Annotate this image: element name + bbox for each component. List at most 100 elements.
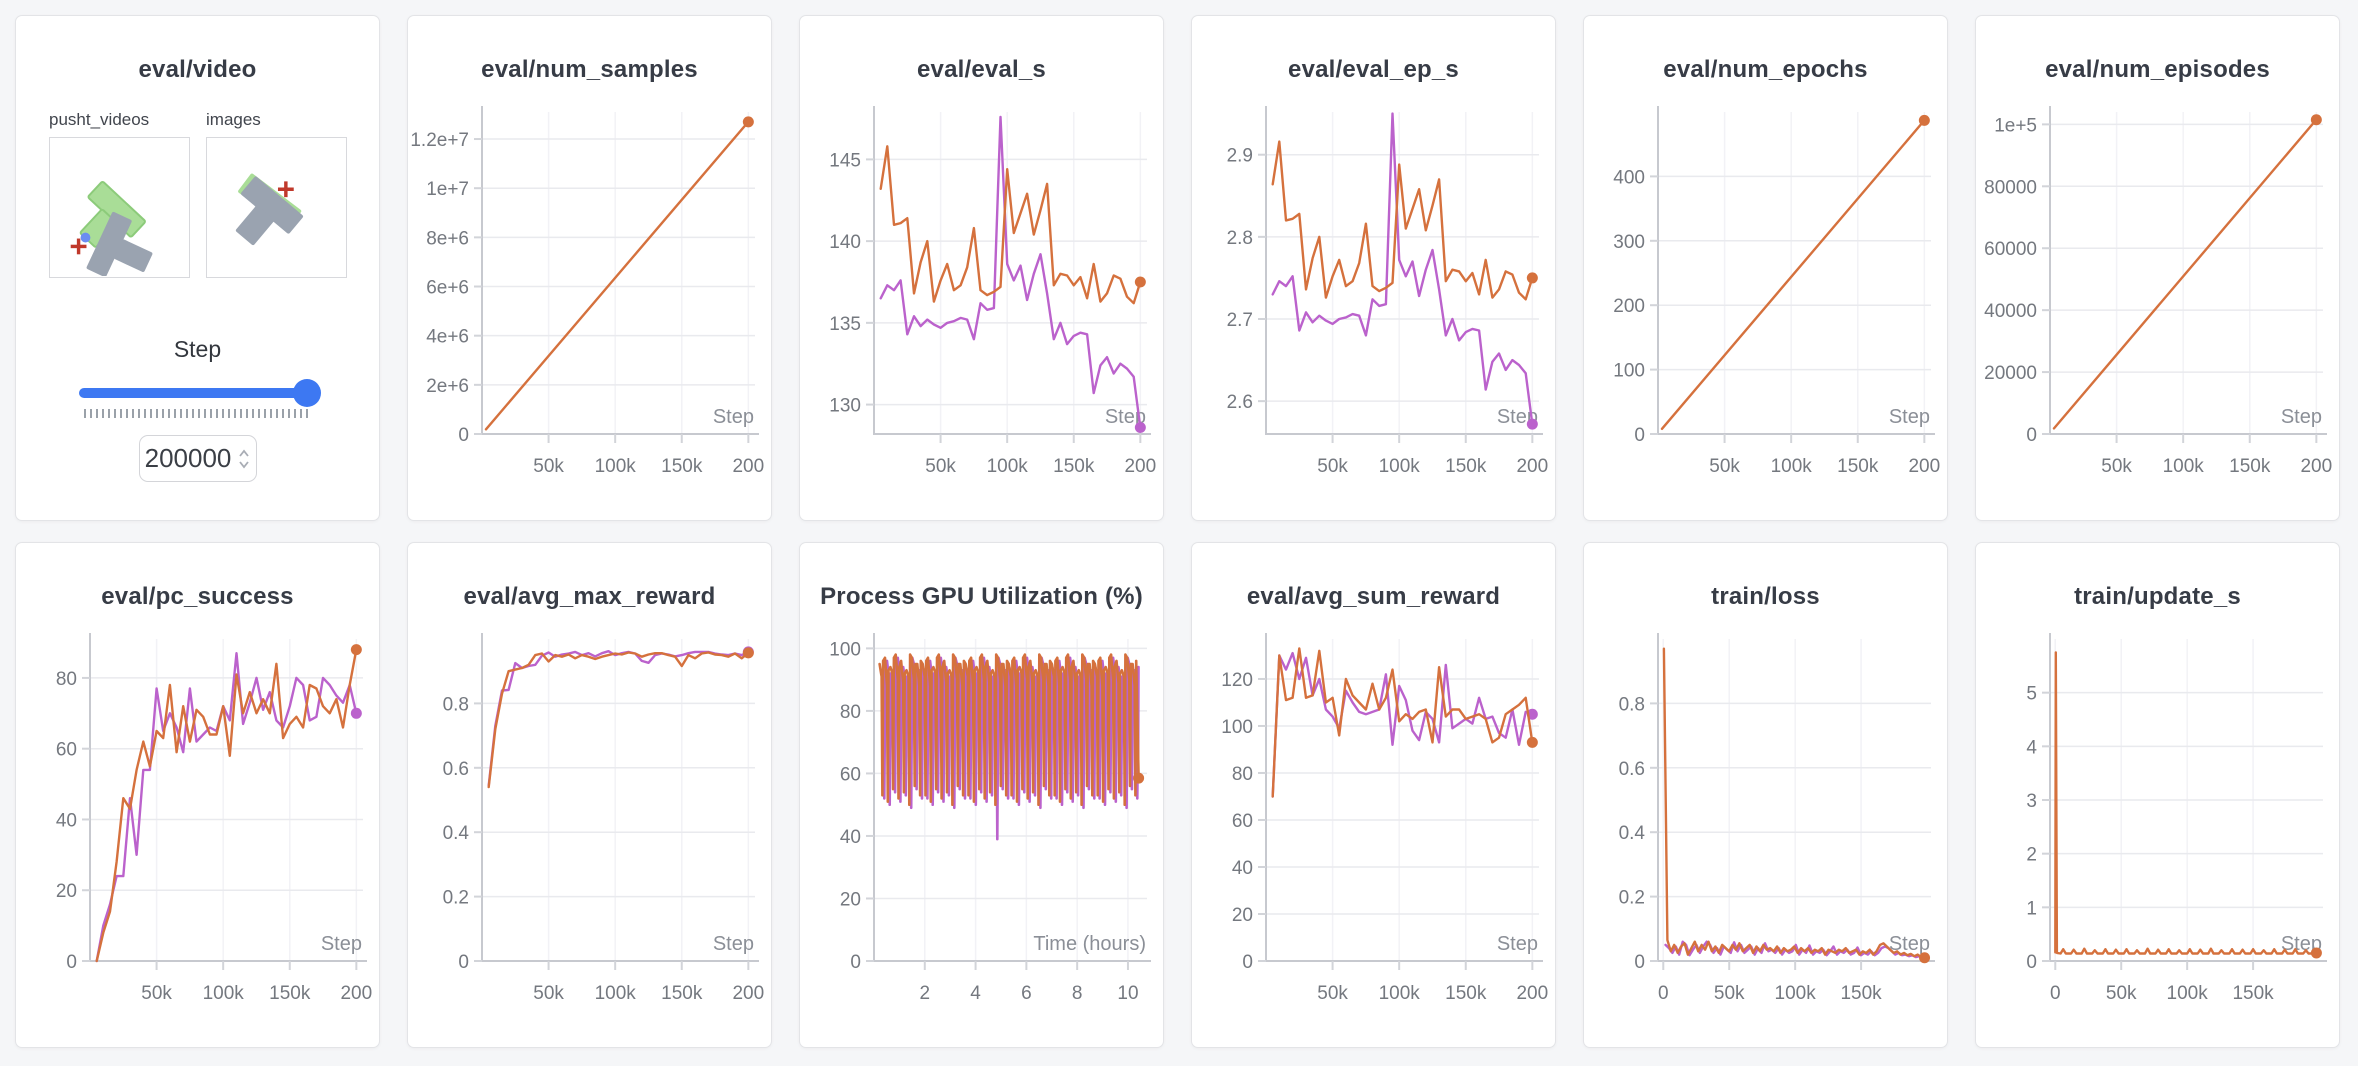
y-tick-label: 40000 (1984, 301, 2037, 322)
x-tick-label: 100k (1379, 456, 1421, 477)
y-tick-label: 0.2 (1619, 888, 1645, 909)
chart-title: eval/avg_sum_reward (1246, 583, 1501, 610)
x-tick-label: 100k (1775, 983, 1817, 1004)
slider-track[interactable] (78, 388, 317, 398)
x-tick-label: 100k (1771, 456, 1813, 477)
y-tick-label: 0 (1634, 952, 1645, 973)
y-tick-label: 0.2 (443, 888, 469, 909)
chart-canvas-eval-avg-sum-reward[interactable]: 0 20 40 60 80 100 120 50k 100k 150k 200 Step (1192, 627, 1555, 1037)
x-tick-label: 6 (1021, 983, 1032, 1004)
x-tick-label: 200 (1516, 983, 1548, 1004)
slider-thumb[interactable] (292, 379, 321, 407)
media-row: pusht_videos (16, 110, 379, 278)
chart-canvas-eval-num-samples[interactable]: 0 2e+6 4e+6 6e+6 8e+6 1e+7 1.2e+7 50k 100k 150k 20… (408, 100, 771, 510)
x-tick-label: 100k (2163, 456, 2205, 477)
chart-canvas-eval-pc-success[interactable]: 0 20 40 60 80 50k 100k 150k 200 Step (16, 627, 379, 1037)
chart-canvas-train-loss[interactable]: 0 0.2 0.4 0.6 0.8 0 50k 100k 150k Step (1584, 627, 1947, 1037)
slider-tick-marks (83, 409, 312, 418)
target-cross (70, 238, 87, 255)
chart-title: train/loss (1711, 583, 1820, 610)
y-tick-label: 20 (56, 881, 77, 902)
series-line-orange-run (2052, 118, 2318, 430)
x-tick-label: 100k (203, 983, 245, 1004)
x-tick-label: 100k (595, 983, 637, 1004)
x-tick-label: 4 (970, 983, 981, 1004)
panel-eval-avg-max-reward: eval/avg_max_reward 0 0.2 0.4 0.6 0.8 50k 100k… (407, 542, 772, 1048)
x-tick-label: 200 (732, 983, 764, 1004)
x-tick-label: 50k (925, 456, 956, 477)
y-tick-label: 1.2e+7 (410, 130, 469, 151)
series-line-purple-run (1271, 651, 1534, 798)
chart-title: Process GPU Utilization (%) (820, 583, 1143, 610)
video-panel-title: eval/video (138, 56, 257, 83)
increment-icon[interactable] (238, 449, 250, 458)
endpoint-marker-orange-run (350, 644, 362, 656)
chart-canvas-eval-eval-s[interactable]: 130 135 140 145 50k 100k 150k 200 Step (800, 100, 1163, 510)
y-tick-label: 20000 (1984, 363, 2037, 384)
y-tick-label: 145 (829, 150, 861, 171)
y-tick-label: 0.4 (443, 823, 470, 844)
y-tick-label: 0 (458, 425, 469, 446)
x-tick-label: 50k (1709, 456, 1740, 477)
chart-title: eval/eval_ep_s (1288, 56, 1459, 83)
panel-train-update-s: train/update_s 0 1 2 3 4 5 0 50k 100k 150k Step (1975, 542, 2340, 1048)
y-tick-label: 2 (2026, 845, 2037, 866)
x-axis-label: Step (713, 933, 754, 955)
panel-eval-num-epochs: eval/num_epochs 0 100 200 300 400 50k 100k 150k… (1583, 15, 1948, 521)
endpoint-marker-orange-run (1918, 114, 1930, 126)
chart-title: train/update_s (2074, 583, 2241, 610)
y-tick-label: 0.8 (443, 694, 469, 715)
series-line-orange-run (487, 651, 750, 789)
y-tick-label: 1e+5 (1994, 115, 2037, 136)
panel-eval-eval-ep-s: eval/eval_ep_s 2.6 2.7 2.8 2.9 50k 100k 150k 20… (1191, 15, 1556, 521)
chart-canvas-train-update-s[interactable]: 0 1 2 3 4 5 0 50k 100k 150k Step (1976, 627, 2339, 1037)
endpoint-marker-purple-run (1134, 421, 1146, 433)
chart-title: eval/pc_success (101, 583, 294, 610)
panel-eval-num-samples: eval/num_samples 0 2e+6 4e+6 6e+6 8e+6 1e+7 1.… (407, 15, 772, 521)
chart-canvas-eval-num-episodes[interactable]: 0 20000 40000 60000 80000 1e+5 50k 100k 150k 200 S… (1976, 100, 2339, 510)
series-line-orange-run (484, 120, 750, 431)
y-tick-label: 0 (2026, 425, 2037, 446)
y-tick-label: 140 (829, 232, 861, 253)
y-tick-label: 100 (1221, 717, 1253, 738)
series-line-orange-run (878, 653, 1140, 806)
x-tick-label: 50k (533, 456, 564, 477)
chart-canvas-eval-avg-max-reward[interactable]: 0 0.2 0.4 0.6 0.8 50k 100k 150k 200 Step (408, 627, 771, 1037)
y-tick-label: 2.7 (1227, 310, 1253, 331)
y-tick-label: 60 (56, 740, 77, 761)
series-line-purple-run (487, 650, 750, 787)
x-tick-label: 150k (1445, 456, 1487, 477)
y-tick-label: 40 (840, 827, 861, 848)
y-tick-label: 2.6 (1227, 392, 1253, 413)
y-tick-label: 400 (1613, 167, 1645, 188)
pusht-video-thumbnail[interactable] (49, 137, 190, 278)
series-line-orange-run (879, 145, 1142, 305)
media-label-images: images (206, 110, 261, 129)
step-value-input[interactable]: 200000 (138, 435, 257, 482)
y-tick-label: 0 (850, 952, 861, 973)
y-tick-label: 100 (829, 639, 861, 660)
chart-title: eval/num_episodes (2045, 56, 2270, 83)
x-tick-label: 100k (2167, 983, 2209, 1004)
decrement-icon[interactable] (238, 460, 250, 469)
y-tick-label: 6e+6 (426, 278, 469, 299)
panel-eval-eval-s: eval/eval_s 130 135 140 145 50k 100k 150k 200 St… (799, 15, 1164, 521)
y-tick-label: 80000 (1984, 177, 2037, 198)
x-tick-label: 150k (1840, 983, 1882, 1004)
y-tick-label: 2.8 (1227, 228, 1253, 249)
x-tick-label: 10 (1117, 983, 1138, 1004)
images-thumbnail[interactable] (206, 137, 347, 278)
x-axis-label: Step (713, 406, 754, 428)
panel-train-loss: train/loss 0 0.2 0.4 0.6 0.8 0 50k 100k 150k Step (1583, 542, 1948, 1048)
chart-canvas-eval-num-epochs[interactable]: 0 100 200 300 400 50k 100k 150k 200 Step (1584, 100, 1947, 510)
step-slider[interactable] (78, 379, 321, 407)
chart-canvas-gpu-utilization[interactable]: 0 20 40 60 80 100 2 4 6 8 10 Time (hours) (800, 627, 1163, 1037)
y-tick-label: 200 (1613, 296, 1645, 317)
agent-dot (80, 232, 91, 243)
panel-eval-avg-sum-reward: eval/avg_sum_reward 0 20 40 60 80 100 120 50k 10… (1191, 542, 1556, 1048)
x-tick-label: 0 (1658, 983, 1669, 1004)
gray-t-block (86, 211, 153, 277)
chart-title: eval/num_samples (481, 56, 698, 83)
x-tick-label: 2 (920, 983, 931, 1004)
